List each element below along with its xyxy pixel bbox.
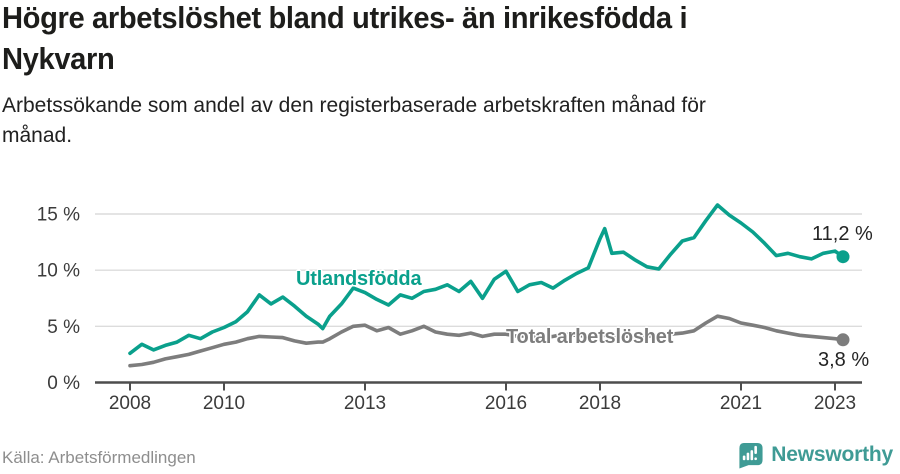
series-label-total-arbetsloshet: Total arbetslöshet bbox=[506, 326, 674, 348]
svg-text:2023: 2023 bbox=[814, 393, 856, 414]
svg-text:2013: 2013 bbox=[344, 393, 386, 414]
svg-text:2021: 2021 bbox=[720, 393, 762, 414]
newsworthy-wordmark: Newsworthy bbox=[771, 443, 893, 466]
svg-text:5 %: 5 % bbox=[47, 317, 80, 338]
chart-subtitle: Arbetssökande som andel av den registerb… bbox=[2, 94, 706, 147]
svg-text:15 %: 15 % bbox=[37, 205, 80, 226]
end-value-utlandsfodda: 11,2 % bbox=[812, 223, 873, 245]
svg-text:2018: 2018 bbox=[579, 393, 621, 414]
svg-text:10 %: 10 % bbox=[37, 261, 80, 282]
source-note: Källa: Arbetsförmedlingen bbox=[2, 448, 196, 467]
end-value-total-arbetsloshet: 3,8 % bbox=[818, 349, 870, 371]
svg-text:0 %: 0 % bbox=[47, 373, 80, 394]
series-label-utlandsfodda: Utlandsfödda bbox=[296, 268, 422, 290]
page-title: Högre arbetslöshet bland utrikes- än inr… bbox=[2, 0, 688, 76]
svg-text:2008: 2008 bbox=[109, 393, 151, 414]
newsworthy-logo: Newsworthy bbox=[737, 441, 893, 469]
newsworthy-icon bbox=[739, 442, 763, 469]
svg-text:2010: 2010 bbox=[203, 393, 245, 414]
svg-text:2016: 2016 bbox=[485, 393, 527, 414]
